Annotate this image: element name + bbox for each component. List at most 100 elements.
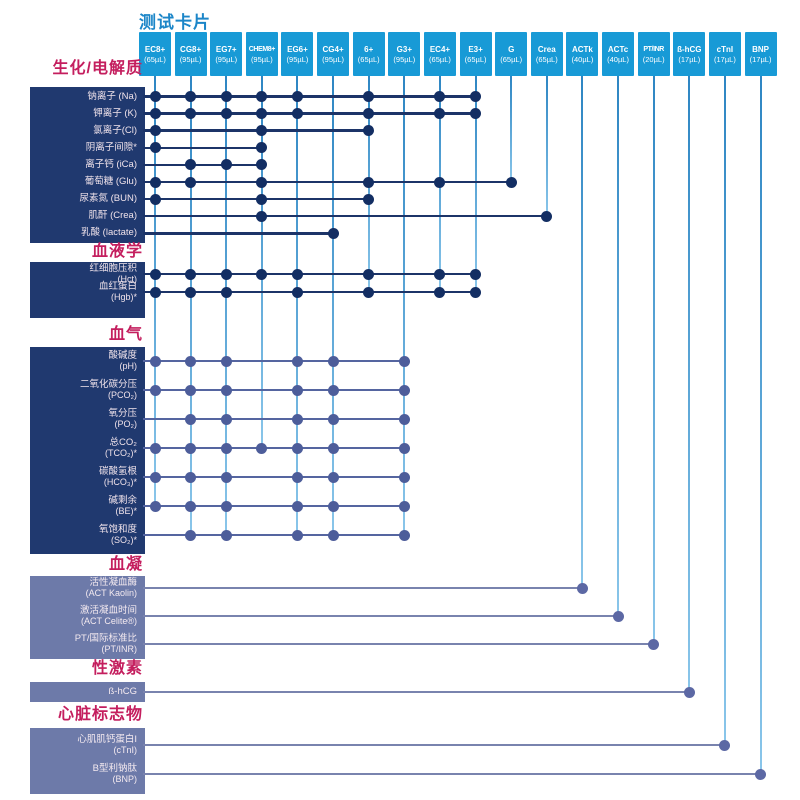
cartridge-header-EC8+: EC8+ (65µL) <box>139 32 171 76</box>
data-dot-EC4+ <box>434 286 446 298</box>
data-dot-CG8+ <box>185 384 197 396</box>
cartridge-name: EG7+ <box>215 44 237 54</box>
analyte-name: 葡萄糖 (Glu) <box>84 176 137 187</box>
section-title: 血气 <box>108 326 143 343</box>
row-label: 尿素氮 (BUN) <box>30 193 145 204</box>
data-dot-EC4+ <box>434 268 446 280</box>
row-label: ß-hCG <box>30 686 145 697</box>
cartridge-name: EG6+ <box>287 44 308 54</box>
data-dot-CG8+ <box>185 413 197 425</box>
cartridge-name: ACTk <box>571 44 593 54</box>
data-dot-EG7+ <box>220 355 232 367</box>
data-dot-EG7+ <box>220 442 232 454</box>
grid-row-line <box>143 232 335 235</box>
analyte-name: 血红蛋白 <box>98 281 137 292</box>
cartridge-header-Crea: Crea (65µL) <box>530 32 563 76</box>
data-dot-EG6+ <box>291 471 303 483</box>
data-dot-EG6+ <box>291 384 303 396</box>
cartridge-name: ACTc <box>607 44 629 54</box>
data-dot-CG4+ <box>327 471 339 483</box>
data-dot-EC4+ <box>434 176 446 188</box>
row-label: PT/国际标准比 (PT/INR) <box>30 633 145 654</box>
grid-vertical-cTnI <box>723 76 726 745</box>
data-dot-G3+ <box>398 471 410 483</box>
data-dot-CHEM8+ <box>256 268 268 280</box>
grid-row-line <box>143 214 548 218</box>
section-label-box <box>30 576 145 659</box>
grid-row-line <box>143 290 477 294</box>
cartridge-header-BNP: BNP (17µL) <box>744 32 777 76</box>
grid-row-line <box>143 614 620 618</box>
section-title: 心脏标志物 <box>57 706 143 723</box>
data-dot-G3+ <box>398 529 410 541</box>
analyte-abbreviation: (SO₂)* <box>111 535 137 545</box>
analyte-name: 活性凝血酶 <box>89 577 137 588</box>
data-dot-G <box>505 176 517 188</box>
data-dot-ACTk <box>576 582 588 594</box>
row-label: 总CO₂ (TCO₂)* <box>30 437 145 458</box>
data-dot-CHEM8+ <box>256 91 268 102</box>
data-dot-EC8+ <box>149 471 161 483</box>
cartridge-volume: (95µL) <box>179 54 202 64</box>
data-dot-6+ <box>363 91 375 102</box>
data-dot-6+ <box>363 125 375 137</box>
data-dot-EC8+ <box>149 91 161 102</box>
grid-vertical-G3+ <box>403 76 406 535</box>
row-label: 阴离子间隙* <box>30 142 145 153</box>
grid-vertical-G <box>510 76 513 182</box>
analyte-name: 氧分压 <box>108 408 137 419</box>
data-dot-EC8+ <box>149 176 161 188</box>
row-label: B型利钠肽 (BNP) <box>30 763 145 784</box>
data-dot-E3+ <box>470 108 482 120</box>
cartridge-name: cTnI <box>716 44 734 54</box>
grid-vertical-EG7+ <box>225 76 228 535</box>
cartridge-volume: (95µL) <box>250 54 273 64</box>
analyte-name: 钠离子 (Na) <box>87 90 137 102</box>
row-label: 二氧化碳分压 (PCO₂) <box>30 379 145 400</box>
cartridge-header-CG8+: CG8+ (95µL) <box>174 32 207 76</box>
data-dot-EG6+ <box>291 355 303 367</box>
cartridge-name: 6+ <box>364 44 374 54</box>
cartridge-volume: (65µL) <box>357 54 380 64</box>
cartridge-volume: (40µL) <box>607 54 629 64</box>
cartridge-name: EC8+ <box>144 44 166 54</box>
row-label: 红细胞压积 (Hct) <box>30 263 145 284</box>
data-dot-CG8+ <box>185 500 197 512</box>
cartridge-volume: (65µL) <box>144 54 166 64</box>
data-dot-EC8+ <box>149 286 161 298</box>
row-label: 氧分压 (PO₂) <box>30 408 145 429</box>
cartridge-name: CHEM8+ <box>248 45 276 53</box>
data-dot-6+ <box>363 268 375 280</box>
grid-row-line <box>143 586 584 590</box>
cartridge-header-EC4+: EC4+ (65µL) <box>423 32 456 76</box>
row-label: 葡萄糖 (Glu) <box>30 176 145 187</box>
analyte-abbreviation: (Hct) <box>117 274 138 284</box>
grid-vertical-EG6+ <box>296 76 299 535</box>
data-dot-EG6+ <box>291 91 303 102</box>
data-dot-EG6+ <box>291 442 303 454</box>
data-dot-CHEM8+ <box>256 142 268 154</box>
cartridge-volume: (65µL) <box>464 54 487 64</box>
grid-row-line <box>143 690 691 694</box>
data-dot-EG7+ <box>220 91 232 102</box>
data-dot-EC8+ <box>149 384 161 396</box>
data-dot-EG6+ <box>291 286 303 298</box>
cartridge-header-ß-hCG: ß-hCG (17µL) <box>673 32 706 76</box>
cartridge-name: CG8+ <box>180 44 202 54</box>
cartridge-name: PT/INR <box>643 45 664 53</box>
cartridge-name: G <box>508 44 515 54</box>
data-dot-G3+ <box>398 355 410 367</box>
section-label-box <box>30 347 145 554</box>
grid-vertical-CG8+ <box>189 76 192 535</box>
analyte-name: 离子钙 (iCa) <box>85 158 137 170</box>
data-dot-EG7+ <box>220 471 232 483</box>
cartridge-name: Crea <box>537 44 556 54</box>
data-dot-Crea <box>541 210 553 222</box>
cartridge-volume: (95µL) <box>215 54 238 64</box>
grid-row-line <box>143 446 406 450</box>
data-dot-CG8+ <box>185 91 197 102</box>
data-dot-ß-hCG <box>683 686 695 698</box>
data-dot-CG4+ <box>327 384 339 396</box>
analyte-name: ß-hCG <box>108 686 138 697</box>
data-dot-CHEM8+ <box>256 210 268 222</box>
